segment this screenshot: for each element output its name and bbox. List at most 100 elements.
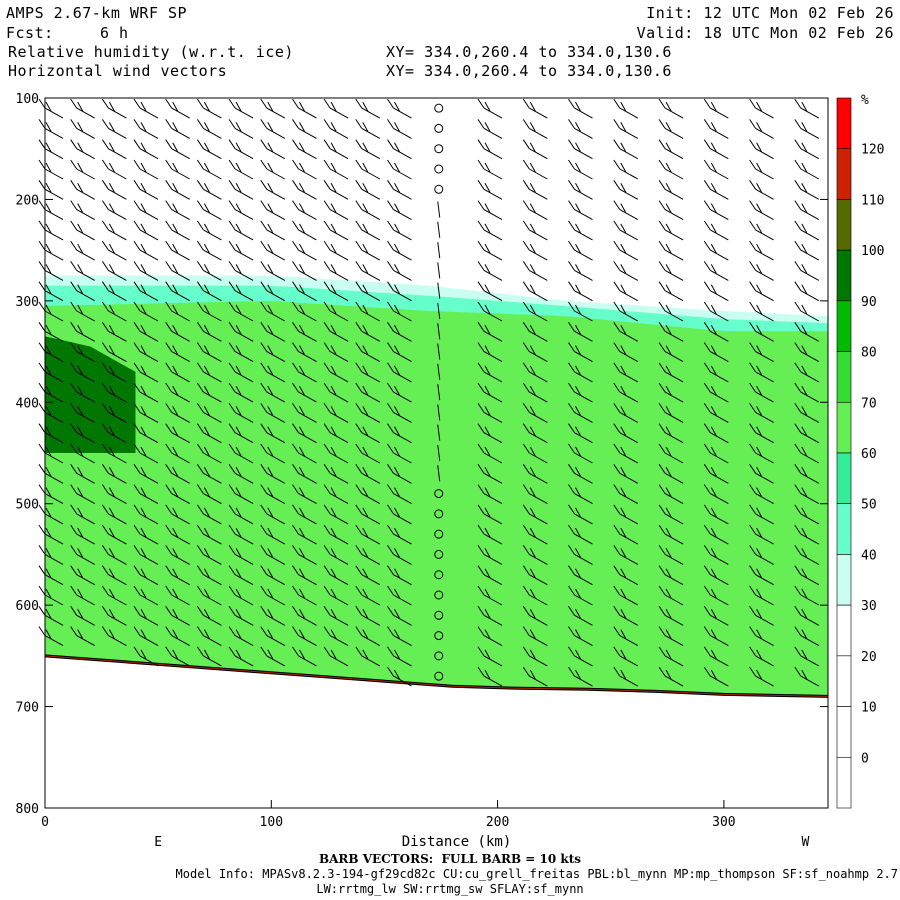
wind-barb-line xyxy=(101,119,109,129)
wind-barb-line xyxy=(749,565,757,575)
wind-barb-line xyxy=(267,264,274,274)
wind-barb-line xyxy=(477,666,485,677)
wind-barb-line xyxy=(165,139,173,149)
wind-barb-line xyxy=(139,513,159,525)
wind-barb-line xyxy=(749,362,757,373)
wind-barb xyxy=(568,606,593,626)
wind-barb-line xyxy=(298,290,317,302)
wind-barb xyxy=(292,606,317,626)
wind-barb-line xyxy=(235,122,242,132)
wind-barb-line xyxy=(266,513,286,525)
wind-barb xyxy=(703,119,729,139)
wind-barb xyxy=(165,159,190,180)
wind-barb xyxy=(613,98,639,119)
colorbar-label: 10 xyxy=(861,701,877,716)
colorbar-label: 50 xyxy=(861,498,877,513)
wind-barb-line xyxy=(522,585,530,596)
wind-barb xyxy=(101,626,127,647)
wind-barb-line xyxy=(355,139,363,149)
wind-barb-line xyxy=(228,139,236,149)
wind-barb-line xyxy=(139,351,159,363)
rh-region-90 xyxy=(45,336,136,453)
wind-barb-line xyxy=(393,249,412,261)
wind-barb xyxy=(70,382,95,403)
wind-barb-line xyxy=(172,183,179,193)
wind-barb-line xyxy=(298,655,317,667)
wind-barb-line xyxy=(756,284,763,294)
wind-barb-line xyxy=(228,484,236,494)
wind-barb-line xyxy=(76,188,95,200)
wind-barb-staff xyxy=(437,201,441,218)
calm-wind-circle xyxy=(434,610,444,620)
wind-barb-line xyxy=(477,281,485,291)
wind-barb-line xyxy=(228,403,236,413)
wind-barb-line xyxy=(108,426,115,436)
wind-barb-line xyxy=(613,261,621,271)
wind-barb-line xyxy=(394,284,400,294)
wind-barb xyxy=(70,423,95,444)
wind-barb xyxy=(165,281,190,302)
wind-barb xyxy=(522,139,548,160)
wind-barb xyxy=(477,159,503,180)
wind-barb-line xyxy=(44,371,64,383)
wind-barb-line xyxy=(387,403,394,413)
wind-barb xyxy=(355,545,381,565)
wind-barb-line xyxy=(355,281,363,291)
wind-barb xyxy=(196,524,222,545)
wind-barb-line xyxy=(362,183,369,193)
wind-barb-line xyxy=(165,159,173,170)
wind-barb xyxy=(703,220,729,241)
wind-barb xyxy=(292,322,317,342)
wind-barb xyxy=(323,139,349,160)
wind-barb xyxy=(477,666,503,687)
wind-barb-line xyxy=(483,371,503,383)
wind-barb-line xyxy=(329,411,349,423)
wind-barb-line xyxy=(299,629,305,639)
wind-barb xyxy=(387,464,412,484)
wind-barb-line xyxy=(477,545,485,555)
wind-barb-line xyxy=(139,168,159,180)
wind-barb-line xyxy=(44,351,64,363)
wind-barb-line xyxy=(228,180,236,190)
wind-barb-line xyxy=(575,223,581,234)
wind-barb-line xyxy=(664,127,684,139)
wind-barb-line xyxy=(44,168,64,180)
wind-barb xyxy=(196,565,222,586)
wind-barb-line xyxy=(260,545,268,555)
wind-barb xyxy=(228,646,254,667)
wind-barb-line xyxy=(394,162,400,173)
wind-barb-line xyxy=(484,669,491,680)
wind-barb-line xyxy=(172,304,179,315)
wind-barb-line xyxy=(387,342,394,352)
wind-barb-line xyxy=(484,142,491,152)
wind-barb-line xyxy=(755,269,774,281)
wind-barb-line xyxy=(234,493,254,505)
wind-barb-line xyxy=(522,200,530,210)
wind-barb-line xyxy=(77,406,84,416)
wind-barb-line xyxy=(387,301,394,312)
wind-barb-line xyxy=(800,371,820,383)
wind-barb-line xyxy=(575,467,581,477)
wind-barb-line xyxy=(529,325,536,335)
wind-barb-line xyxy=(387,565,394,575)
wind-barb xyxy=(703,443,729,464)
wind-barb xyxy=(38,626,64,647)
wind-barb xyxy=(658,423,684,444)
wind-barb-line xyxy=(613,159,621,170)
wind-barb-line xyxy=(108,101,115,112)
wind-barb-line xyxy=(756,629,763,639)
wind-barb xyxy=(196,281,222,302)
wind-barb-line xyxy=(108,168,127,180)
wind-barb xyxy=(70,626,95,647)
wind-barb-line xyxy=(228,382,236,393)
wind-barb-line xyxy=(260,220,268,231)
wind-barb xyxy=(568,382,593,403)
wind-barb xyxy=(38,565,64,586)
wind-barb xyxy=(101,98,127,119)
y-tick-label: 700 xyxy=(16,701,39,716)
wind-barb-line xyxy=(234,411,254,423)
init-time: Init: 12 UTC Mon 02 Feb 26 xyxy=(646,4,894,22)
wind-barb-line xyxy=(196,139,204,149)
wind-barb-line xyxy=(483,269,503,281)
wind-barb xyxy=(658,342,684,363)
